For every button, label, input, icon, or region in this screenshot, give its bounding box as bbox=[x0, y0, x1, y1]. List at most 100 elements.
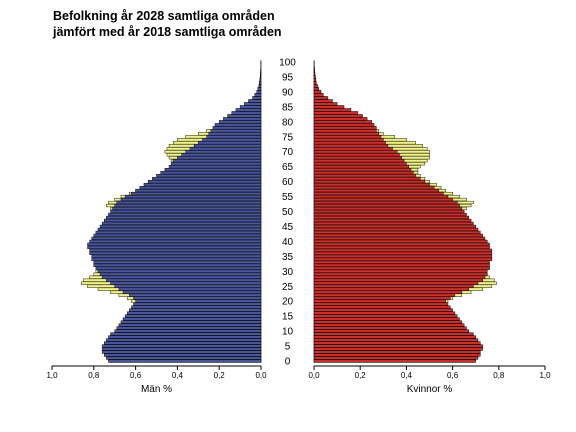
women-bar-2028-age-46 bbox=[313, 221, 474, 226]
x-tick-right-label: 0,0 bbox=[308, 371, 320, 380]
women-bar-2028-age-41 bbox=[313, 236, 486, 241]
women-bar-2028-age-79 bbox=[313, 123, 375, 127]
chart-title: Befolkning år 2028 samtliga områden jämf… bbox=[53, 8, 282, 40]
men-bar-2028-age-93 bbox=[259, 81, 262, 85]
women-bar-2028-age-58 bbox=[313, 185, 435, 190]
men-bar-2028-age-36 bbox=[89, 251, 262, 255]
x-tick-left-label: 0,2 bbox=[214, 371, 226, 380]
men-bar-2028-age-5 bbox=[101, 344, 262, 348]
women-bar-2028-age-70 bbox=[313, 150, 398, 154]
men-bar-2028-age-59 bbox=[143, 182, 262, 187]
men-bar-2028-age-91 bbox=[257, 87, 262, 91]
men-bar-2028-age-0 bbox=[108, 359, 262, 363]
men-bar-2028-age-29 bbox=[99, 272, 262, 276]
x-tick-left-label: 0,8 bbox=[88, 371, 100, 380]
men-bar-2028-age-73 bbox=[198, 141, 262, 145]
men-bar-2028-age-35 bbox=[91, 254, 262, 258]
men-bar-2028-age-42 bbox=[93, 233, 262, 238]
men-bar-2028-age-12 bbox=[118, 323, 262, 327]
women-bar-2028-age-4 bbox=[313, 347, 483, 351]
men-bar-2028-age-18 bbox=[131, 305, 262, 309]
men-bar-2028-age-44 bbox=[97, 227, 262, 232]
men-bar-2028-age-17 bbox=[129, 308, 262, 312]
age-label: 55 bbox=[282, 192, 294, 203]
men-bar-2028-age-20 bbox=[135, 299, 262, 303]
men-bar-2028-age-88 bbox=[252, 96, 262, 100]
x-tick-right-label: 0,8 bbox=[493, 371, 505, 380]
men-bar-2028-age-54 bbox=[120, 197, 262, 202]
men-bar-2028-age-37 bbox=[89, 248, 262, 252]
age-label: 0 bbox=[285, 357, 291, 368]
men-bar-2028-age-15 bbox=[124, 314, 262, 318]
age-label: 80 bbox=[282, 117, 294, 128]
x-tick-right-label: 0,4 bbox=[401, 371, 413, 380]
women-bar-2028-age-33 bbox=[313, 260, 490, 264]
men-bar-2028-age-2 bbox=[104, 353, 262, 357]
women-bar-2028-age-62 bbox=[313, 174, 416, 178]
men-bar-2028-age-57 bbox=[135, 188, 262, 193]
women-bar-2028-age-67 bbox=[313, 159, 405, 163]
women-bar-2028-age-68 bbox=[313, 156, 403, 160]
men-bar-2028-age-89 bbox=[254, 93, 262, 97]
men-bar-2028-age-10 bbox=[114, 329, 262, 333]
women-bar-2028-age-80 bbox=[313, 120, 372, 124]
women-bar-2028-age-5 bbox=[313, 344, 483, 348]
men-bar-2028-age-25 bbox=[114, 284, 262, 288]
age-label: 20 bbox=[282, 297, 294, 308]
men-bar-2028-age-39 bbox=[87, 242, 262, 246]
women-bar-2028-age-95 bbox=[313, 75, 316, 79]
men-bar-2028-age-74 bbox=[202, 138, 262, 142]
women-bar-2028-age-27 bbox=[313, 278, 483, 282]
women-bar-2028-age-63 bbox=[313, 171, 414, 175]
women-bar-2028-age-0 bbox=[313, 359, 476, 363]
men-bar-2028-age-70 bbox=[185, 150, 262, 154]
women-bar-2028-age-35 bbox=[313, 254, 493, 258]
age-label: 35 bbox=[282, 252, 294, 263]
x-tick-left-label: 1,0 bbox=[46, 371, 58, 380]
men-bar-2028-age-52 bbox=[114, 203, 262, 208]
men-bar-2028-age-78 bbox=[212, 126, 262, 130]
women-bar-2028-age-55 bbox=[313, 194, 449, 199]
women-bar-2028-age-28 bbox=[313, 275, 486, 279]
women-bar-2028-age-20 bbox=[313, 299, 446, 303]
men-bar-2028-age-61 bbox=[152, 177, 262, 181]
women-bar-2028-age-57 bbox=[313, 188, 439, 193]
women-bar-2028-age-81 bbox=[313, 117, 368, 121]
men-bar-2028-age-87 bbox=[248, 99, 262, 103]
men-bar-2028-age-50 bbox=[110, 209, 262, 214]
women-bar-2028-age-25 bbox=[313, 284, 474, 288]
men-bar-2028-age-68 bbox=[177, 156, 262, 160]
age-label: 60 bbox=[282, 177, 294, 188]
age-label: 100 bbox=[279, 58, 296, 69]
women-bar-2028-age-84 bbox=[313, 108, 352, 112]
women-bar-2028-age-50 bbox=[313, 209, 465, 214]
x-tick-right-label: 1,0 bbox=[539, 371, 551, 380]
men-bar-2028-age-60 bbox=[147, 179, 262, 184]
men-bar-2028-age-30 bbox=[97, 269, 262, 273]
women-bar-2028-age-17 bbox=[313, 308, 453, 312]
women-bar-2028-age-23 bbox=[313, 290, 463, 294]
women-bar-2028-age-82 bbox=[313, 114, 363, 118]
women-bar-2028-age-77 bbox=[313, 129, 377, 133]
x-tick-right-label: 0,2 bbox=[355, 371, 367, 380]
men-bar-2028-age-7 bbox=[106, 338, 262, 342]
women-bar-2028-age-9 bbox=[313, 332, 474, 336]
age-label: 45 bbox=[282, 222, 294, 233]
men-bar-2028-age-1 bbox=[106, 356, 262, 360]
age-label: 90 bbox=[282, 87, 294, 98]
women-bar-2028-age-85 bbox=[313, 105, 345, 109]
men-bar-2028-age-16 bbox=[127, 311, 262, 315]
age-label: 10 bbox=[282, 327, 294, 338]
age-label: 95 bbox=[282, 72, 294, 83]
men-bar-2028-age-86 bbox=[244, 102, 262, 106]
men-bar-2028-age-81 bbox=[223, 117, 262, 121]
age-label: 40 bbox=[282, 237, 294, 248]
women-bar-2028-age-7 bbox=[313, 338, 479, 342]
women-bar-2028-age-8 bbox=[313, 335, 476, 339]
women-bar-2028-age-42 bbox=[313, 233, 483, 238]
women-bar-2028-age-18 bbox=[313, 305, 451, 309]
women-bar-2028-age-60 bbox=[313, 179, 426, 184]
women-bar-2028-age-29 bbox=[313, 272, 488, 276]
women-bar-2028-age-91 bbox=[313, 87, 319, 91]
